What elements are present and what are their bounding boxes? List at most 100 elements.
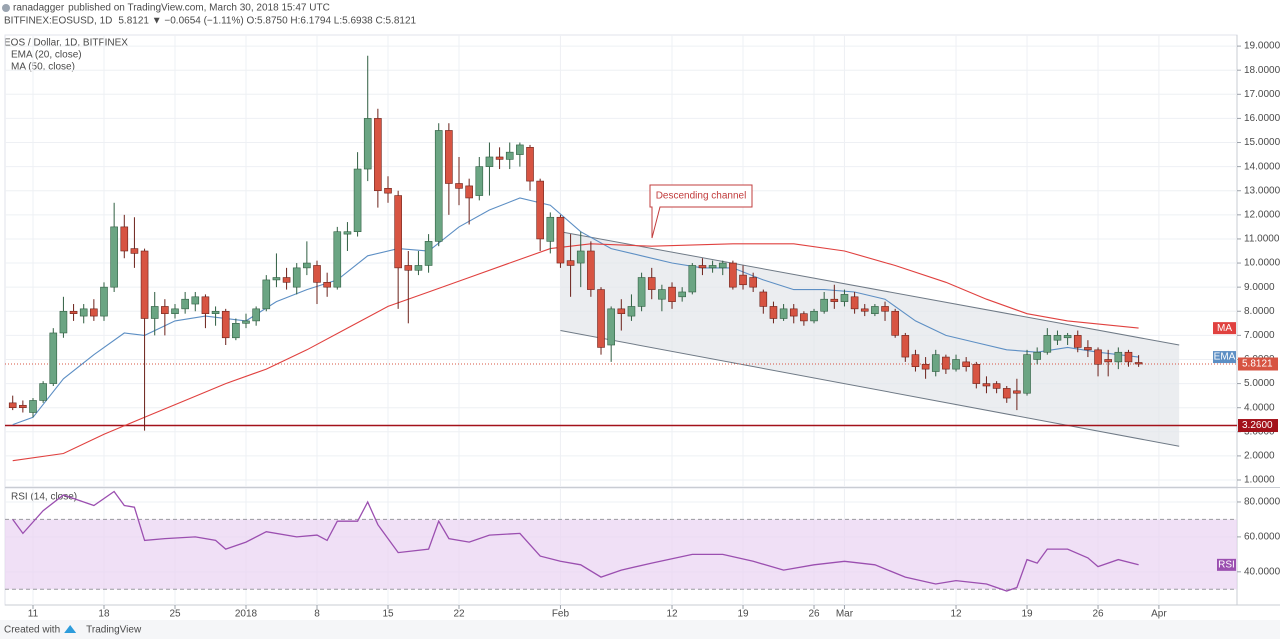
price-label: 5.8121: [1242, 359, 1273, 370]
candle-body: [952, 359, 960, 370]
candle-body: [881, 306, 889, 312]
candle-body: [140, 250, 149, 319]
candle-body: [8, 402, 17, 408]
rsi-label-box: [1217, 558, 1236, 571]
candle-body: [992, 383, 1001, 389]
candle-body: [800, 313, 808, 322]
candle-body: [485, 156, 494, 167]
candle-body: [729, 262, 737, 288]
y-tick-label: 11.0000: [1244, 234, 1280, 245]
x-tick-label: 19: [737, 609, 749, 620]
x-tick-label: Apr: [1151, 609, 1167, 620]
candle-body: [1124, 351, 1133, 363]
line-series: [12, 490, 1139, 592]
symbol: BITFINEX:EOSUSD, 1D: [4, 16, 112, 27]
candle-body: [708, 265, 717, 269]
candle-body: [647, 277, 656, 290]
candle-body: [445, 130, 453, 184]
candle-body: [1063, 335, 1072, 339]
avatar: [2, 4, 10, 12]
candle-body: [211, 310, 220, 314]
candle-body: [566, 260, 575, 266]
candle-body: [576, 250, 585, 264]
price-label-box: [1238, 419, 1278, 433]
overlay-line: [12, 243, 1139, 462]
candle-body: [627, 306, 636, 317]
candle-body: [607, 308, 615, 346]
candle-body: [556, 216, 565, 264]
footer-bar: [0, 620, 1280, 639]
candle-body: [1114, 351, 1123, 363]
candle-body: [891, 310, 899, 336]
candle-body: [384, 188, 392, 194]
candle-body: [59, 310, 68, 334]
candle-body: [394, 195, 402, 269]
candle-body: [1134, 362, 1143, 365]
candle-body: [617, 308, 626, 314]
candle-body: [1002, 388, 1011, 399]
footer-brand[interactable]: TradingView: [86, 625, 142, 636]
candle-body: [871, 306, 879, 314]
y-tick-label: 16.0000: [1244, 113, 1280, 124]
candle-body: [901, 335, 910, 358]
x-tick-label: 8: [314, 609, 320, 620]
quote: 5.8121 ▼ −0.0654 (−1.11%) O:5.8750 H:6.1…: [118, 16, 416, 27]
candle-body: [698, 265, 707, 269]
x-tick-label: 12: [950, 609, 962, 620]
candle-body: [1023, 354, 1031, 394]
candle-body: [414, 265, 423, 271]
candle-body: [343, 231, 352, 235]
candle-body: [221, 310, 230, 339]
candle-body: [962, 361, 970, 368]
y-tick-label: 14.0000: [1244, 161, 1280, 172]
candle-body: [161, 306, 169, 314]
y-tick-label: 19.0000: [1244, 41, 1280, 52]
candle-body: [262, 279, 271, 310]
candle-body: [69, 310, 78, 314]
candle-body: [191, 296, 200, 305]
y-tick-label: 1.0000: [1244, 475, 1275, 486]
footer-text: Created with: [4, 625, 60, 636]
candle-body: [1033, 351, 1041, 360]
x-tick-label: 11: [28, 609, 39, 620]
candle-body: [1094, 349, 1102, 365]
x-tick-label: 22: [453, 609, 465, 620]
candle-body: [19, 404, 27, 408]
candle-body: [911, 354, 920, 368]
candle-body: [465, 185, 473, 199]
candle-body: [171, 308, 179, 314]
x-tick-label: 12: [666, 609, 678, 620]
candle-body: [475, 166, 484, 196]
y-tick-label: 10.0000: [1244, 258, 1280, 269]
candle-body: [749, 277, 757, 288]
candle-body: [789, 308, 798, 317]
candle-body: [931, 354, 940, 372]
candle-body: [942, 356, 950, 370]
y-tick-label: 13.0000: [1244, 185, 1280, 196]
candle-body: [982, 383, 991, 387]
candle-body: [252, 308, 260, 322]
y-tick-label: 17.0000: [1244, 89, 1280, 100]
candle-body: [100, 286, 108, 317]
x-tick-label: 26: [808, 609, 820, 620]
candle-body: [779, 308, 788, 319]
x-tick-label: Mar: [836, 609, 854, 620]
rsi-title: RSI (14, close): [11, 492, 77, 503]
x-tick-label: 2018: [235, 609, 258, 620]
candle-body: [739, 274, 747, 286]
candle-body: [546, 216, 555, 242]
candle-body: [232, 323, 240, 339]
candle-body: [29, 400, 37, 413]
candle-body: [1013, 390, 1021, 394]
legend-entry: EMA (20, close): [11, 50, 82, 61]
legend-entry: MA (50, close): [11, 62, 75, 73]
overlay-label: EMA: [1214, 352, 1236, 363]
author[interactable]: ranadagger: [13, 3, 65, 14]
y-tick-label: 8.0000: [1244, 306, 1275, 317]
candle-body: [536, 180, 544, 240]
annotation: Descending channel: [656, 191, 747, 202]
candle-body: [505, 151, 514, 160]
candle-body: [303, 262, 311, 269]
candle-body: [658, 289, 666, 300]
